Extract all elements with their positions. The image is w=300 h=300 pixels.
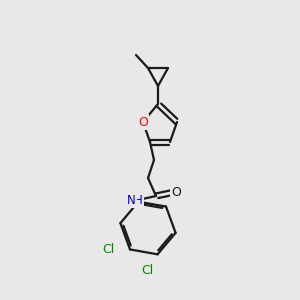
Text: O: O xyxy=(138,116,148,128)
Text: O: O xyxy=(171,185,181,199)
Text: Cl: Cl xyxy=(142,264,154,277)
Text: H: H xyxy=(134,194,142,206)
Text: Cl: Cl xyxy=(102,243,114,256)
Text: N: N xyxy=(127,194,135,206)
